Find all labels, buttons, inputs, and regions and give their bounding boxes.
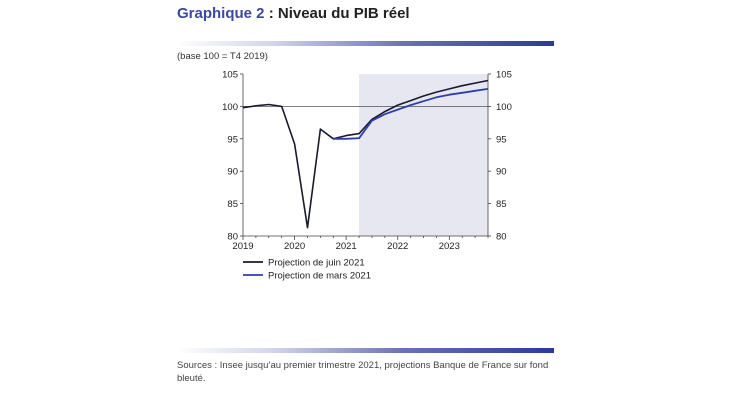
y-tick-label-right: 95	[496, 134, 507, 145]
chart-title: Graphique 2 : Niveau du PIB réel	[177, 5, 410, 22]
line-chart: 80 80 85 85 90 90 95 95 100 100 105 105 2019 2020 2021…	[222, 70, 512, 282]
y-tick-label-right: 90	[496, 167, 507, 178]
y-tick-label-left: 100	[222, 102, 238, 113]
y-tick-label-right: 105	[496, 70, 512, 81]
source-note: Sources : Insee jusqu’au premier trimest…	[177, 360, 549, 384]
projection-band	[359, 74, 488, 236]
header-divider-bar	[177, 41, 554, 46]
x-tick-label: 2022	[387, 241, 408, 252]
x-tick-label: 2020	[284, 241, 305, 252]
chart-number: Graphique 2	[177, 5, 265, 22]
x-tick-label: 2023	[439, 241, 460, 252]
chart-title-text: : Niveau du PIB réel	[264, 5, 410, 22]
y-tick-label-left: 90	[227, 167, 238, 178]
footer-divider-bar	[177, 348, 554, 353]
series-line-march	[333, 88, 489, 140]
y-tick-label-right: 85	[496, 199, 507, 210]
y-tick-label-right: 80	[496, 232, 507, 243]
y-tick-label-left: 85	[227, 199, 238, 210]
chart-subtitle: (base 100 = T4 2019)	[177, 51, 268, 62]
legend-label-march: Projection de mars 2021	[268, 271, 371, 282]
x-tick-label: 2019	[232, 241, 253, 252]
series-line-june	[242, 79, 489, 229]
x-tick-label: 2021	[336, 241, 357, 252]
y-tick-label-right: 100	[496, 102, 512, 113]
y-tick-label-left: 105	[222, 70, 238, 81]
legend-label-june: Projection de juin 2021	[268, 258, 365, 269]
y-tick-label-left: 80	[227, 232, 238, 243]
y-tick-label-left: 95	[227, 134, 238, 145]
